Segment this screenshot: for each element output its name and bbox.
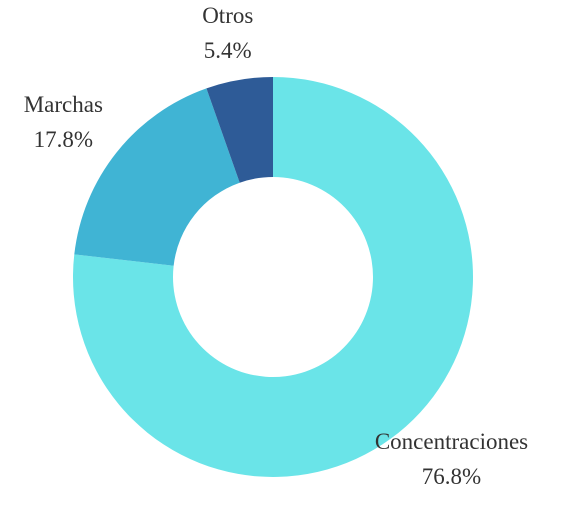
slice-label: Concentraciones: [375, 429, 528, 454]
slice-value-label: 5.4%: [204, 38, 252, 63]
slice-value-label: 17.8%: [34, 127, 93, 152]
donut-slice: [206, 77, 273, 183]
slice-label: Marchas: [24, 92, 103, 117]
slice-label: Otros: [202, 3, 253, 28]
donut-slice: [73, 77, 474, 477]
donut-slice: [74, 88, 240, 266]
slice-value-label: 76.8%: [422, 464, 481, 489]
